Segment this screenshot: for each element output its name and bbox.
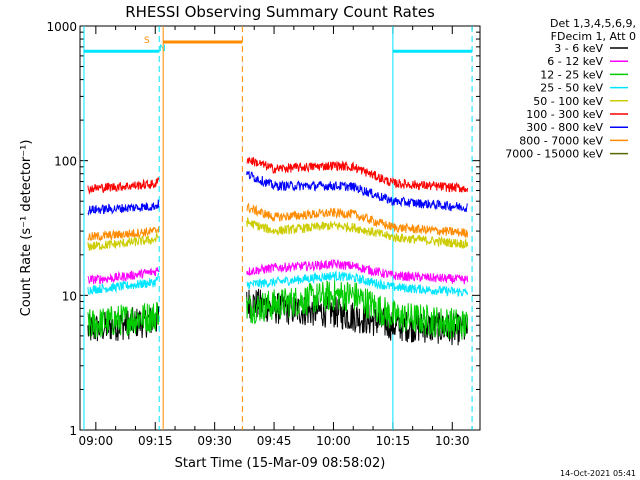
series-line (87, 157, 469, 195)
series-line (87, 258, 469, 285)
legend-label: 100 - 300 keV (526, 108, 603, 121)
flag-label-n: N (159, 44, 166, 54)
series-line (87, 216, 469, 252)
x-tick-label: 10:00 (316, 434, 351, 448)
series-line (87, 170, 468, 216)
series-line (87, 202, 469, 242)
x-axis-label: Start Time (15-Mar-09 08:58:02) (175, 456, 386, 471)
legend-label: 800 - 7000 keV (519, 134, 603, 147)
flag-label-s: S (144, 36, 150, 46)
footer-timestamp: 14-Oct-2021 05:41 (560, 469, 636, 478)
y-tick-label: 10 (62, 289, 77, 303)
legend-header-line-2: FDecim 1, Att 0 (551, 30, 636, 43)
x-tick-label: 09:00 (79, 434, 114, 448)
series-line (87, 279, 469, 340)
plot-frame (79, 25, 481, 431)
series-line (87, 270, 469, 298)
legend-label: 12 - 25 keV (540, 68, 603, 81)
x-tick-label: 10:30 (435, 434, 470, 448)
y-tick-label: 100 (54, 155, 77, 169)
x-tick-label: 09:30 (197, 434, 232, 448)
legend-label: 25 - 50 keV (540, 82, 603, 95)
x-tick-label: 10:15 (376, 434, 411, 448)
legend-label: 6 - 12 keV (547, 55, 603, 68)
legend-label: 300 - 800 keV (526, 121, 603, 134)
legend-label: 3 - 6 keV (554, 42, 603, 55)
chart-title: RHESSI Observing Summary Count Rates (125, 3, 435, 21)
legend-label: 50 - 100 keV (533, 95, 603, 108)
x-tick-label: 09:45 (257, 434, 292, 448)
legend-header-line-1: Det 1,3,4,5,6,9, (550, 17, 636, 30)
legend-label: 7000 - 15000 keV (505, 148, 603, 161)
y-tick-label: 1000 (46, 20, 77, 34)
x-tick-label: 09:15 (138, 434, 173, 448)
y-tick-label: 1 (69, 424, 77, 438)
y-axis-label: Count Rate (s⁻¹ detector⁻¹) (19, 140, 34, 317)
